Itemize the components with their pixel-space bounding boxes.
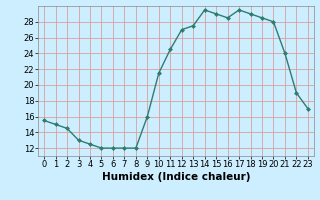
X-axis label: Humidex (Indice chaleur): Humidex (Indice chaleur) [102, 172, 250, 182]
